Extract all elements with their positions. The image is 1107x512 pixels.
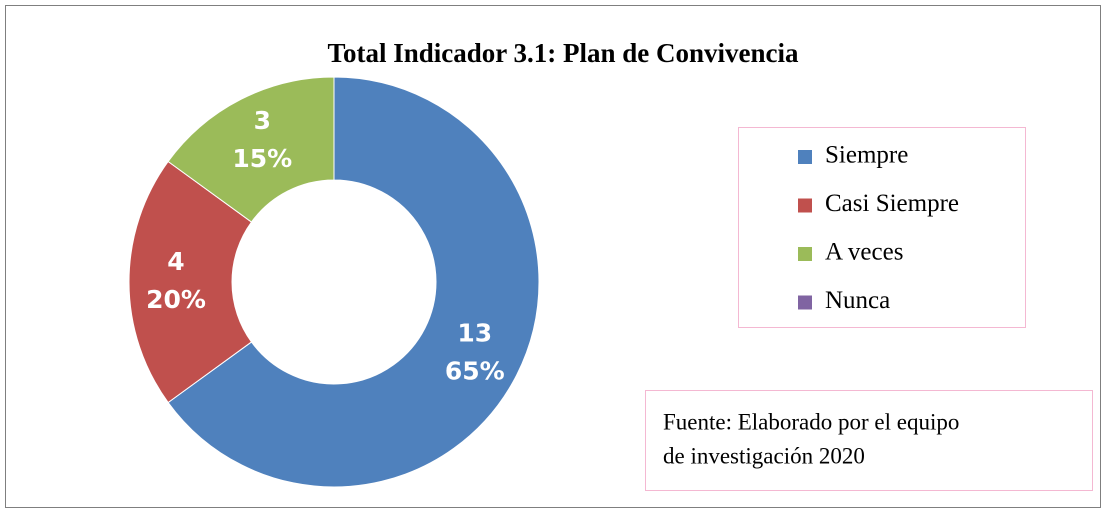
donut-slice [128,160,253,404]
legend-swatch [798,150,812,164]
legend-swatch [798,198,812,213]
source-box [645,390,1093,491]
source-line: de investigación 2020 [663,443,865,468]
data-label: 13 [457,319,492,348]
data-label: 4 [167,247,184,276]
data-label: 15% [232,144,292,173]
source-line: Fuente: Elaborado por el equipo [663,409,959,434]
data-label: 20% [146,285,206,314]
legend-swatch [798,247,812,261]
donut-slice [167,76,540,488]
legend-label: Siempre [825,142,908,169]
chart-title: Total Indicador 3.1: Plan de Convivencia [327,38,799,68]
data-label: 65% [445,357,505,386]
legend-box [738,127,1026,328]
legend-label: Casi Siempre [825,190,959,217]
data-label: 3 [254,106,271,135]
donut-slice [167,76,335,223]
legend-swatch [798,295,812,310]
legend-label: A veces [825,239,903,266]
legend-label: Nunca [825,287,890,314]
